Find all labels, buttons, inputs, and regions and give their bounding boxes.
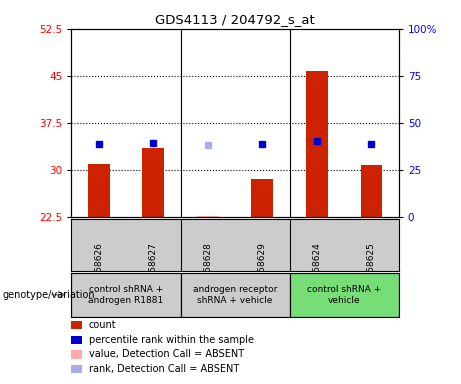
Title: GDS4113 / 204792_s_at: GDS4113 / 204792_s_at [155,13,315,26]
Bar [181,273,290,317]
Text: androgen receptor
shRNA + vehicle: androgen receptor shRNA + vehicle [193,285,278,305]
Text: GSM558625: GSM558625 [367,242,376,297]
Bar [290,273,399,317]
Text: control shRNA +
androgen R1881: control shRNA + androgen R1881 [89,285,164,305]
Text: value, Detection Call = ABSENT: value, Detection Call = ABSENT [89,349,243,359]
Text: GSM558628: GSM558628 [203,242,213,297]
Bar [252,179,273,217]
Text: GSM558626: GSM558626 [94,242,103,297]
Bar [306,71,328,217]
Bar [71,273,181,317]
Text: GSM558629: GSM558629 [258,242,267,297]
Bar [88,164,110,217]
Text: count: count [89,320,116,330]
Text: GSM558627: GSM558627 [149,242,158,297]
Text: percentile rank within the sample: percentile rank within the sample [89,335,254,345]
Bar [361,165,382,217]
Bar [142,148,164,217]
Text: GSM558624: GSM558624 [313,242,321,297]
Text: rank, Detection Call = ABSENT: rank, Detection Call = ABSENT [89,364,239,374]
Bar [197,216,219,217]
Text: genotype/variation: genotype/variation [2,290,95,300]
Text: control shRNA +
vehicle: control shRNA + vehicle [307,285,381,305]
